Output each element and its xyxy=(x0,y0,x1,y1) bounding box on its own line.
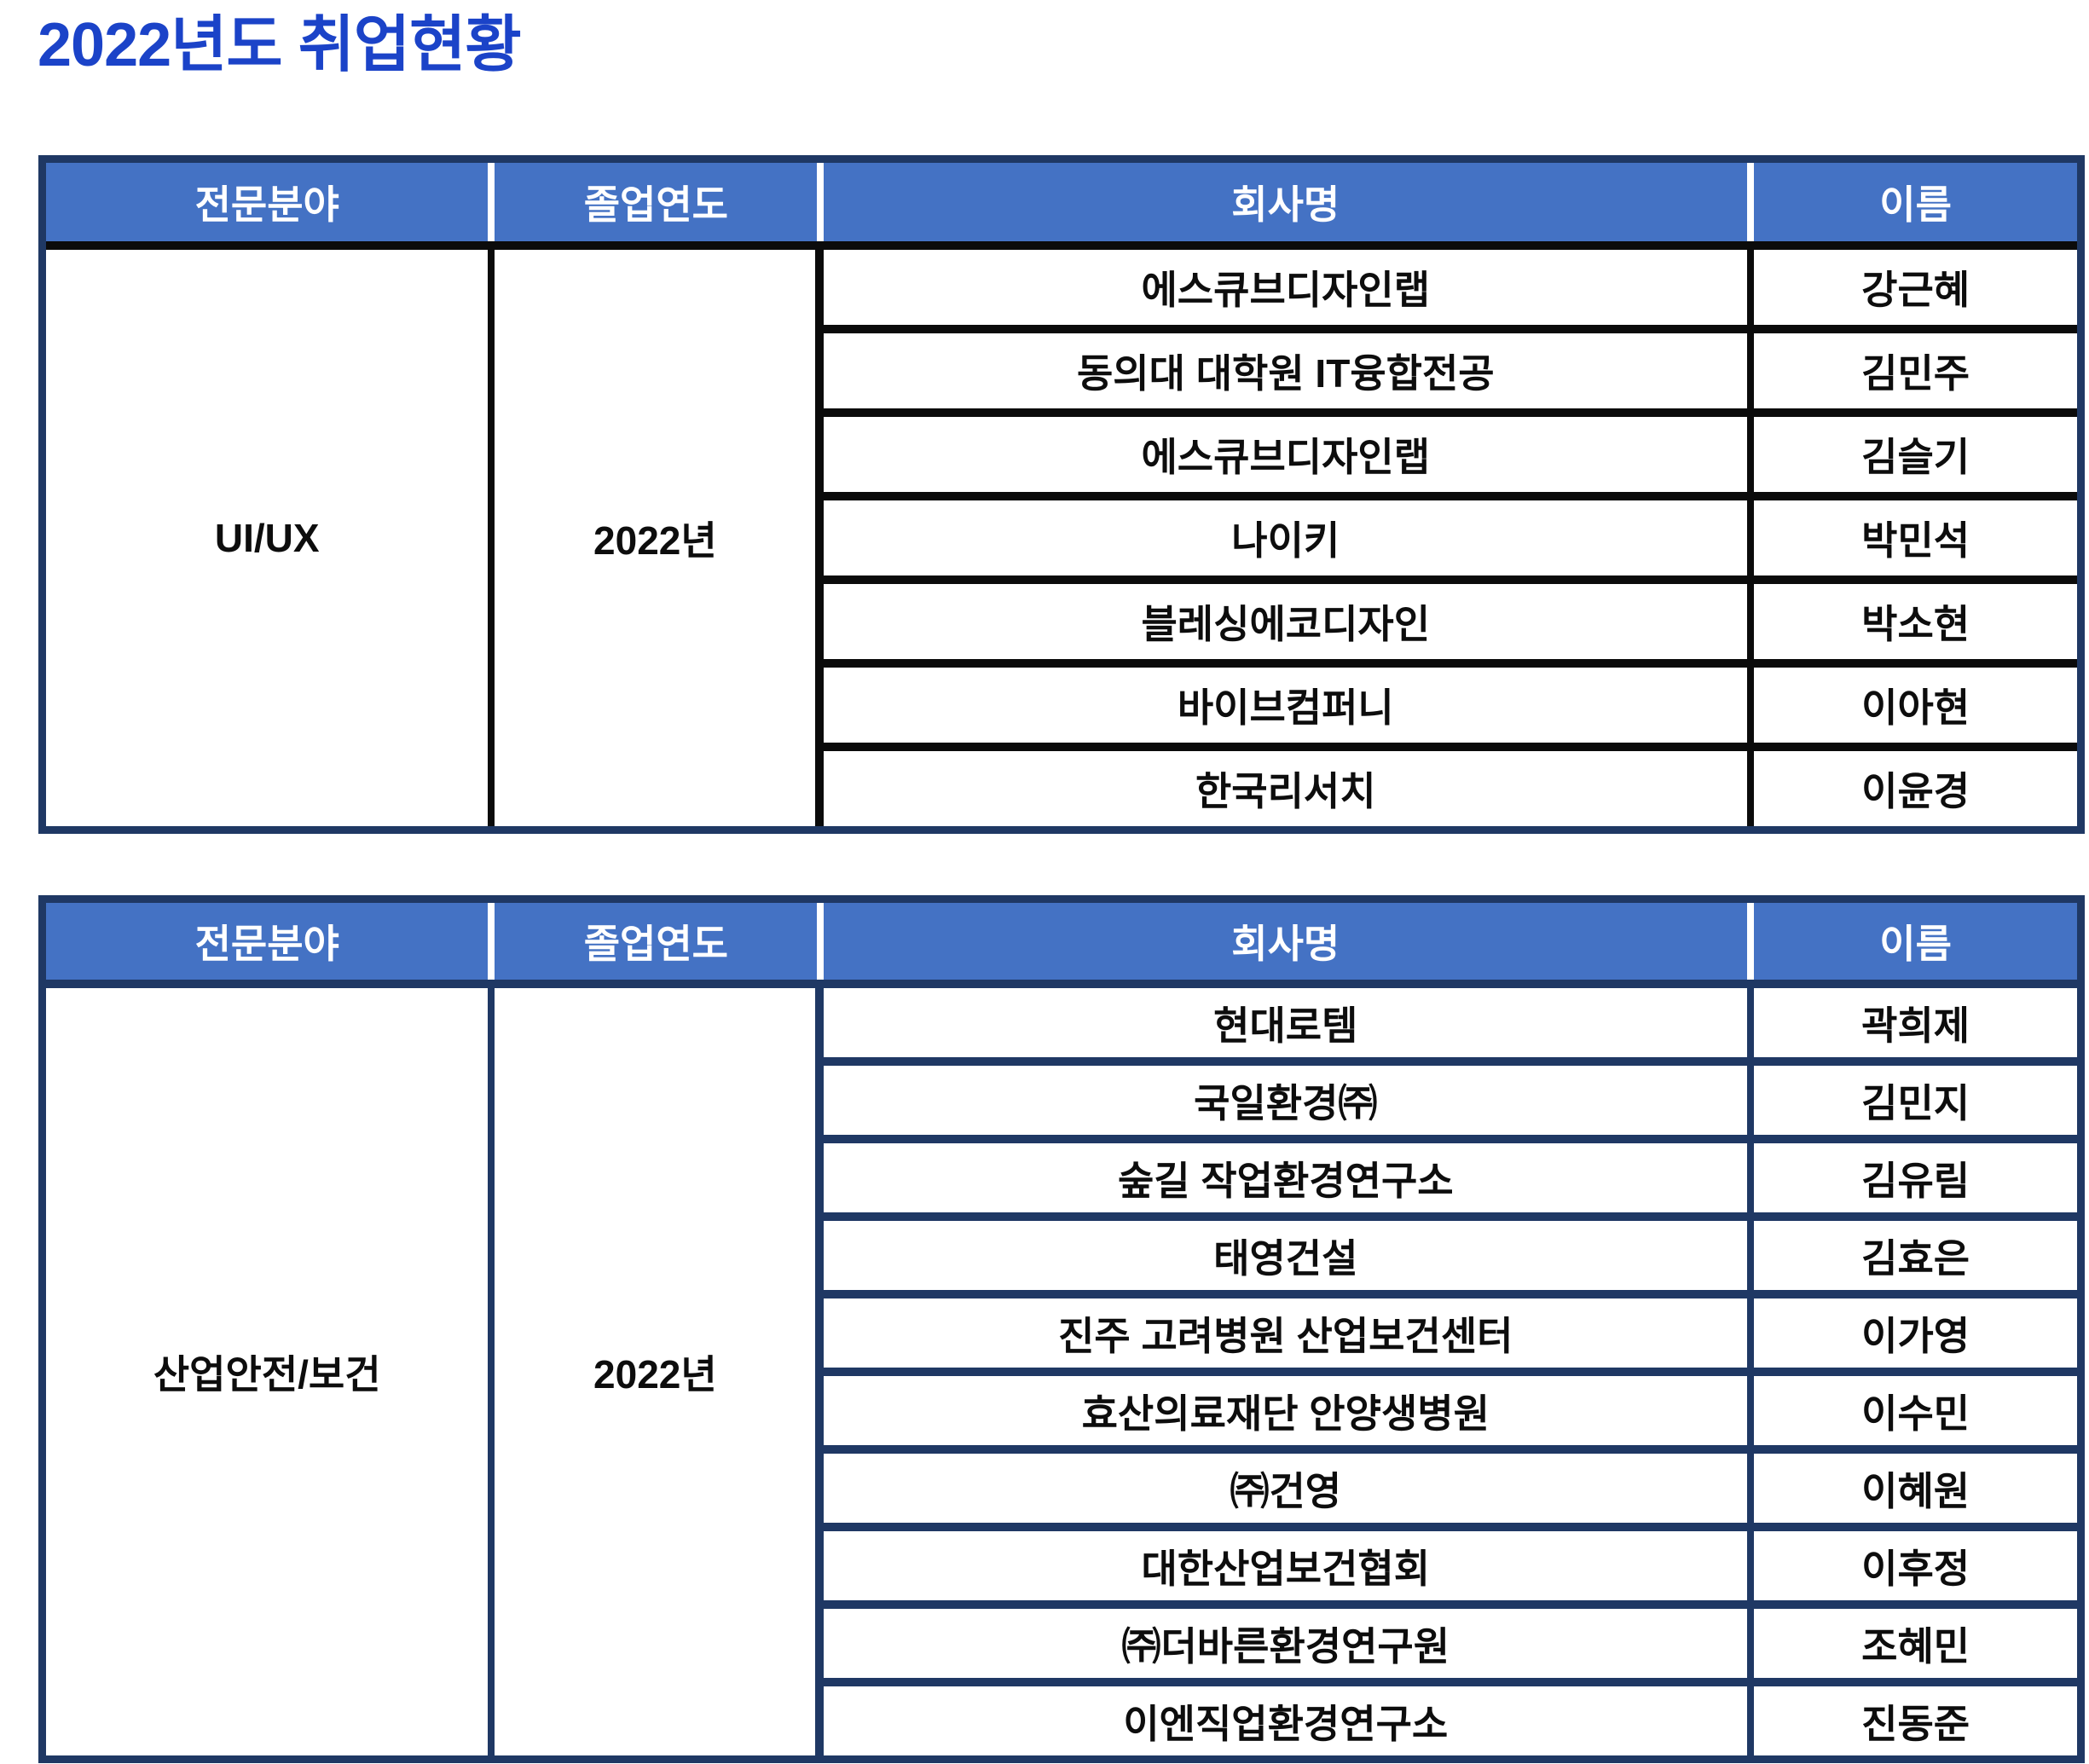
page-title: 2022년도 취업현황 xyxy=(38,11,522,79)
table-row: ㈜건영 이혜원 xyxy=(46,1445,2077,1523)
name-cell: 이혜원 xyxy=(1754,1445,2077,1523)
table-row: 바이브컴퍼니 이아현 xyxy=(46,659,2077,743)
name-cell: 박소현 xyxy=(1754,575,2077,659)
company-cell: ㈜건영 xyxy=(824,1445,1755,1523)
year-cell: 2022년 xyxy=(495,241,825,826)
name-cell: 곽희제 xyxy=(1754,980,2077,1057)
table-row: 블레싱에코디자인 박소현 xyxy=(46,575,2077,659)
name-cell: 이수민 xyxy=(1754,1368,2077,1445)
name-cell: 진동준 xyxy=(1754,1678,2077,1755)
name-cell: 이가영 xyxy=(1754,1290,2077,1368)
table-row: 효산의료재단 안양생병원 이수민 xyxy=(46,1368,2077,1445)
table-row: 숲길 작업환경연구소 김유림 xyxy=(46,1135,2077,1212)
field-cell: 산업안전/보건 xyxy=(46,980,495,1755)
table-row: 이엔직업환경연구소 진동준 xyxy=(46,1678,2077,1755)
company-cell: 바이브컴퍼니 xyxy=(824,659,1755,743)
header-row: 전문분야 졸업연도 회사명 이름 xyxy=(46,903,2077,980)
company-cell: 한국리서치 xyxy=(824,743,1755,826)
company-cell: 이엔직업환경연구소 xyxy=(824,1678,1755,1755)
company-cell: 효산의료재단 안양생병원 xyxy=(824,1368,1755,1445)
company-cell: 국일환경㈜ xyxy=(824,1057,1755,1135)
header-cell-graduation-year: 졸업연도 xyxy=(495,163,825,241)
header-cell-name: 이름 xyxy=(1754,903,2077,980)
company-cell: 에스큐브디자인랩 xyxy=(824,241,1755,325)
name-cell: 이윤경 xyxy=(1754,743,2077,826)
name-cell: 박민석 xyxy=(1754,492,2077,575)
company-cell: 진주 고려병원 산업보건센터 xyxy=(824,1290,1755,1368)
company-cell: 동의대 대학원 IT융합전공 xyxy=(824,325,1755,408)
table-row: 진주 고려병원 산업보건센터 이가영 xyxy=(46,1290,2077,1368)
table-row: 국일환경㈜ 김민지 xyxy=(46,1057,2077,1135)
table-row: 나이키 박민석 xyxy=(46,492,2077,575)
name-cell: 김민지 xyxy=(1754,1057,2077,1135)
header-cell-specialty: 전문분야 xyxy=(46,903,495,980)
table-row: 산업안전/보건 2022년 현대로템 곽희제 xyxy=(46,980,2077,1755)
company-cell: ㈜더바른환경연구원 xyxy=(824,1600,1755,1678)
company-cell: 대한산업보건협회 xyxy=(824,1523,1755,1600)
year-cell: 2022년 xyxy=(495,980,825,1755)
table-row: 에스큐브디자인랩 김슬기 xyxy=(46,408,2077,492)
table-row: ㈜더바른환경연구원 조혜민 xyxy=(46,1600,2077,1678)
table-row: 태영건설 김효은 xyxy=(46,1212,2077,1290)
name-cell: 강근혜 xyxy=(1754,241,2077,325)
company-cell: 숲길 작업환경연구소 xyxy=(824,1135,1755,1212)
header-cell-company: 회사명 xyxy=(824,903,1755,980)
name-cell: 조혜민 xyxy=(1754,1600,2077,1678)
name-cell: 이아현 xyxy=(1754,659,2077,743)
field-cell: UI/UX xyxy=(46,241,495,826)
company-cell: 현대로템 xyxy=(824,980,1755,1057)
name-cell: 이후정 xyxy=(1754,1523,2077,1600)
header-cell-specialty: 전문분야 xyxy=(46,163,495,241)
table-row: 대한산업보건협회 이후정 xyxy=(46,1523,2077,1600)
table-row: 한국리서치 이윤경 xyxy=(46,743,2077,826)
table-row: UI/UX 2022년 에스큐브디자인랩 강근혜 xyxy=(46,241,2077,826)
name-cell: 김효은 xyxy=(1754,1212,2077,1290)
header-cell-name: 이름 xyxy=(1754,163,2077,241)
table-row: 동의대 대학원 IT융합전공 김민주 xyxy=(46,325,2077,408)
company-cell: 블레싱에코디자인 xyxy=(824,575,1755,659)
header-row: 전문분야 졸업연도 회사명 이름 xyxy=(46,163,2077,241)
employment-table-uiux: 전문분야 졸업연도 회사명 이름 UI/UX 2022년 에스큐브디자인랩 강근혜… xyxy=(38,155,2085,834)
header-cell-company: 회사명 xyxy=(824,163,1755,241)
employment-table-safety: 전문분야 졸업연도 회사명 이름 산업안전/보건 2022년 현대로템 곽희제 국… xyxy=(38,895,2085,1763)
name-cell: 김슬기 xyxy=(1754,408,2077,492)
company-cell: 나이키 xyxy=(824,492,1755,575)
name-cell: 김민주 xyxy=(1754,325,2077,408)
company-cell: 태영건설 xyxy=(824,1212,1755,1290)
company-cell: 에스큐브디자인랩 xyxy=(824,408,1755,492)
header-cell-graduation-year: 졸업연도 xyxy=(495,903,825,980)
name-cell: 김유림 xyxy=(1754,1135,2077,1212)
